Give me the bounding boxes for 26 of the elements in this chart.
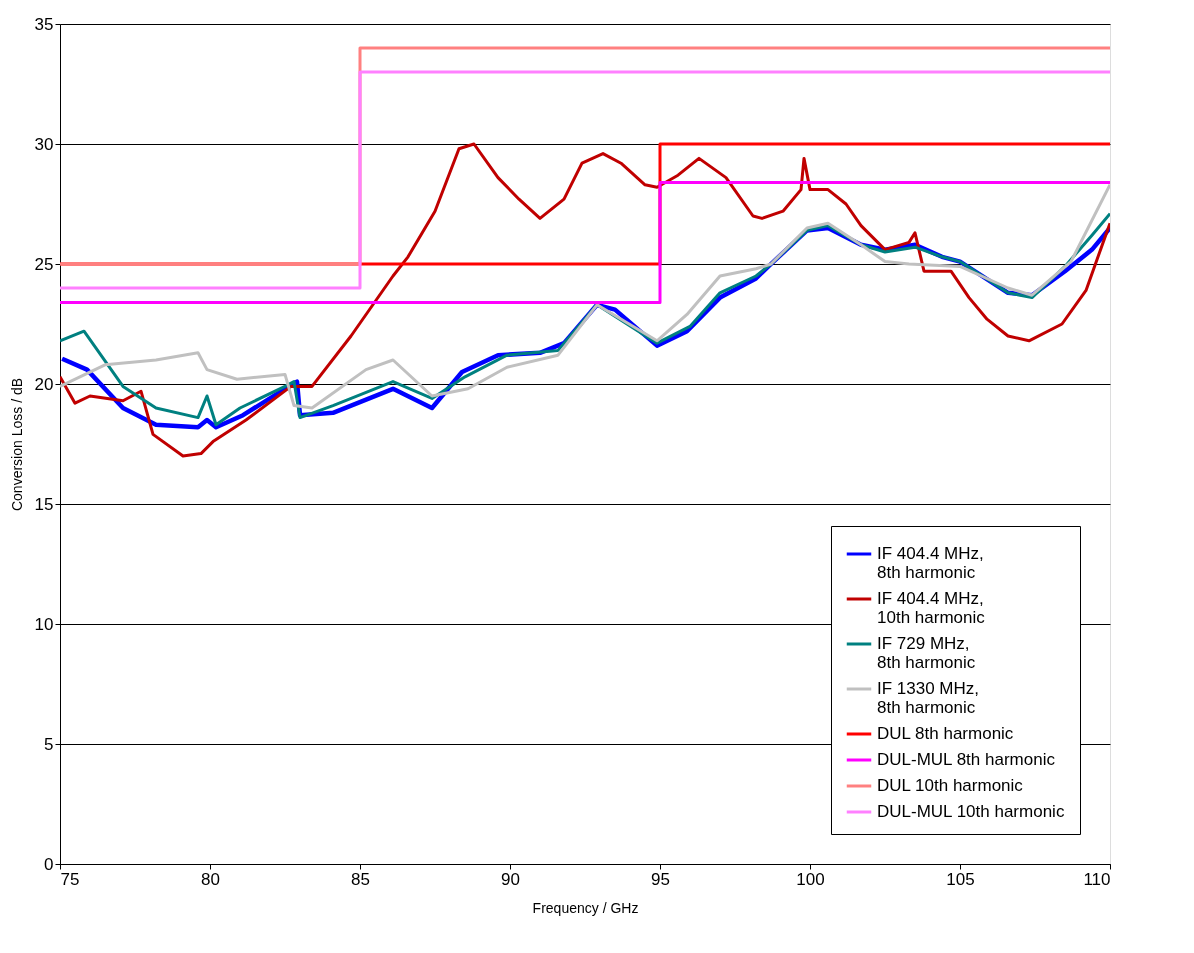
y-tick-label: 30 <box>34 134 54 154</box>
legend-label: DUL 10th harmonic <box>877 776 1024 795</box>
x-tick-label: 95 <box>651 869 670 889</box>
y-tick-label: 0 <box>44 854 54 874</box>
y-tick-label: 10 <box>34 614 54 634</box>
legend-label: IF 404.4 MHz, 8th harmonic <box>877 544 984 582</box>
legend-label: IF 729 MHz, 8th harmonic <box>877 634 976 672</box>
legend-label: DUL-MUL 8th harmonic <box>877 750 1056 769</box>
x-tick-label: 105 <box>946 869 975 889</box>
y-tick-label: 25 <box>34 254 54 274</box>
y-tick-label: 20 <box>34 374 54 394</box>
legend-label: DUL 8th harmonic <box>877 724 1014 743</box>
x-tick-label: 85 <box>351 869 370 889</box>
x-tick-label: 80 <box>201 869 220 889</box>
y-tick-label: 5 <box>44 734 54 754</box>
x-axis-title: Frequency / GHz <box>532 899 639 916</box>
x-tick-label: 75 <box>60 869 80 889</box>
x-tick-label: 100 <box>796 869 825 889</box>
x-tick-label: 90 <box>501 869 520 889</box>
legend-label: IF 404.4 MHz, 10th harmonic <box>877 589 986 627</box>
y-tick-label: 35 <box>34 14 54 34</box>
legend-label: IF 1330 MHz, 8th harmonic <box>877 679 980 717</box>
x-tick-label: 110 <box>1083 869 1111 889</box>
y-axis-title: Conversion Loss / dB <box>8 377 25 512</box>
legend-label: DUL-MUL 10th harmonic <box>877 802 1065 821</box>
y-tick-label: 15 <box>34 494 54 514</box>
